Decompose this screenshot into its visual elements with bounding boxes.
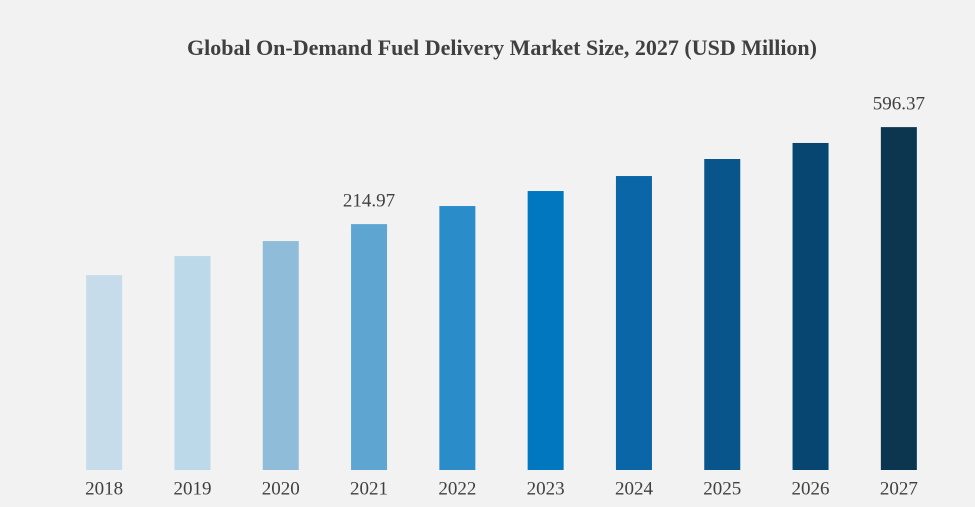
bar	[174, 256, 211, 470]
x-tick-label: 2020	[262, 478, 300, 499]
bar	[351, 224, 388, 470]
x-tick-label: 2019	[173, 478, 211, 499]
x-tick-label: 2027	[880, 478, 918, 499]
bar	[439, 206, 476, 470]
chart-title: Global On-Demand Fuel Delivery Market Si…	[187, 35, 817, 60]
bar	[262, 241, 299, 470]
data-label: 596.37	[873, 93, 925, 114]
bar	[527, 191, 564, 471]
bar	[792, 142, 829, 470]
bar	[86, 275, 123, 470]
bar	[704, 158, 741, 470]
x-tick-label: 2021	[350, 478, 388, 499]
bar	[615, 176, 652, 470]
x-tick-label: 2018	[85, 478, 123, 499]
x-tick-label: 2025	[703, 478, 741, 499]
data-label: 214.97	[343, 190, 395, 211]
x-tick-label: 2022	[438, 478, 476, 499]
x-tick-label: 2024	[615, 478, 654, 499]
bar	[880, 127, 917, 470]
x-tick-label: 2026	[792, 478, 830, 499]
x-tick-label: 2023	[527, 478, 565, 499]
